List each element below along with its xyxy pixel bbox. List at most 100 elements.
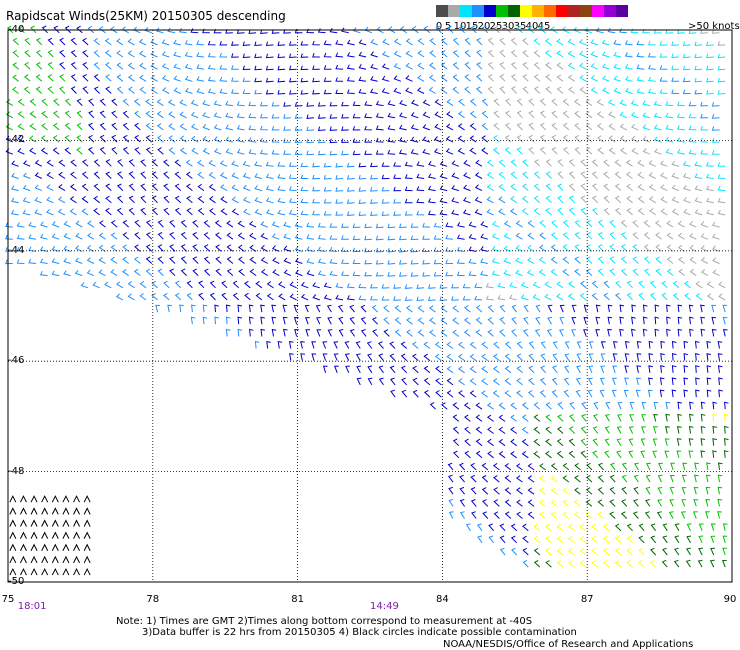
wind-barb	[469, 390, 477, 398]
wind-barb	[538, 256, 546, 264]
wind-barb	[335, 211, 344, 216]
wind-barb	[282, 304, 288, 313]
wind-barb	[611, 389, 617, 398]
wind-barb	[5, 148, 13, 155]
wind-barb	[522, 535, 529, 544]
wind-barb	[575, 389, 581, 398]
wind-barb	[712, 401, 718, 410]
wind-barb	[427, 185, 436, 192]
wind-barb	[231, 184, 239, 192]
wind-barb	[683, 389, 689, 398]
wind-barb	[180, 268, 187, 276]
wind-barb	[260, 304, 265, 313]
wind-barb	[81, 208, 89, 216]
wind-barb	[545, 414, 552, 422]
wind-barb	[59, 61, 66, 70]
wind-barb	[682, 41, 691, 47]
wind-barb	[39, 270, 48, 277]
wind-barb	[434, 353, 442, 362]
wind-barb	[562, 462, 570, 471]
wind-barb	[277, 41, 286, 46]
wind-barb	[249, 268, 257, 277]
wind-barb	[695, 389, 700, 398]
wind-barb	[105, 159, 112, 167]
wind-barb	[393, 284, 401, 289]
wind-barb	[404, 186, 413, 192]
legend-swatch	[472, 5, 484, 17]
wind-barb	[474, 283, 483, 289]
wind-barb	[225, 304, 231, 313]
wind-barb	[219, 65, 228, 70]
wind-barb	[550, 232, 558, 240]
wind-barb	[653, 136, 662, 143]
wind-barb	[579, 86, 587, 94]
wind-barb	[557, 183, 564, 191]
wind-barb	[463, 329, 471, 337]
wind-barb	[535, 304, 541, 313]
wind-barb	[522, 86, 529, 94]
wind-barb	[458, 462, 465, 471]
wind-barb	[469, 123, 477, 131]
wind-barb	[636, 377, 641, 386]
wind-barb	[446, 341, 454, 349]
wind-barb	[510, 196, 517, 204]
wind-barb	[304, 317, 310, 325]
wind-barb	[110, 269, 118, 277]
wind-barb	[456, 259, 465, 264]
wind-barb	[288, 210, 297, 216]
wind-barb	[116, 50, 124, 58]
wind-barb	[157, 268, 164, 276]
wind-barb	[122, 147, 130, 155]
black-barb	[62, 519, 70, 527]
wind-barb	[231, 196, 239, 204]
wind-barb	[452, 402, 460, 410]
wind-barb	[458, 25, 465, 34]
wind-barb	[551, 134, 558, 143]
wind-barb	[636, 52, 645, 58]
wind-barb	[567, 62, 575, 70]
wind-barb	[372, 329, 379, 337]
wind-barb	[504, 475, 512, 483]
wind-barb	[710, 523, 716, 531]
wind-barb	[389, 353, 396, 361]
wind-barb	[580, 183, 587, 191]
wind-barb	[294, 246, 303, 252]
wind-barb	[145, 219, 153, 228]
wind-barb	[399, 26, 407, 34]
wind-barb	[423, 353, 431, 361]
wind-barb	[568, 536, 575, 544]
wind-barb	[662, 523, 668, 531]
wind-barb	[289, 90, 297, 95]
wind-barb	[547, 316, 552, 325]
black-barb	[9, 495, 17, 503]
wind-barb	[163, 171, 170, 179]
wind-barb	[535, 316, 541, 325]
wind-barb	[93, 171, 101, 179]
wind-barb	[613, 87, 622, 94]
wind-barb	[209, 208, 216, 216]
wind-barb	[40, 233, 48, 240]
wind-barb	[637, 207, 645, 216]
wind-barb	[122, 219, 130, 228]
wind-barb	[265, 41, 274, 47]
wind-barb	[226, 268, 234, 276]
wind-barb	[202, 123, 210, 131]
wind-barb	[24, 37, 31, 46]
wind-barb	[550, 475, 558, 483]
wind-barb	[128, 86, 135, 94]
wind-barb	[482, 511, 489, 519]
wind-barb	[207, 88, 216, 94]
wind-barb	[579, 536, 587, 544]
wind-barb	[341, 259, 349, 264]
black-barb	[51, 567, 59, 576]
wind-barb	[277, 162, 286, 167]
wind-barb	[463, 172, 471, 179]
wind-barb	[81, 183, 89, 191]
wind-barb	[591, 159, 599, 167]
black-barb	[41, 531, 49, 539]
wind-barb	[533, 560, 541, 568]
wind-barb	[510, 74, 518, 82]
wind-barb	[364, 271, 372, 277]
wind-barb	[335, 40, 344, 46]
wind-barb	[596, 111, 604, 119]
